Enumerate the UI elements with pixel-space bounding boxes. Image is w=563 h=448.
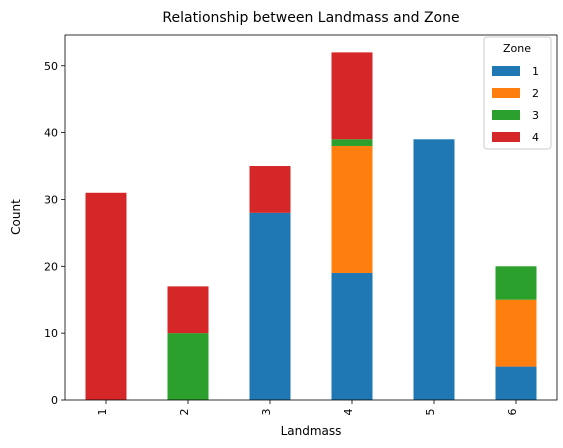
y-axis: 0 10 20 30 40 50: [44, 60, 65, 407]
bar-landmass-5-zone-1: [413, 139, 455, 401]
x-tick-label: 3: [260, 409, 273, 416]
legend-swatch: [492, 110, 520, 120]
bar-landmass-3-zone-4: [249, 166, 291, 213]
bar-landmass-2-zone-3: [167, 333, 209, 400]
legend-label: 1: [532, 65, 539, 78]
plot-frame: [64, 34, 558, 401]
legend: Zone 1 2 3 4: [483, 36, 552, 150]
legend-title: Zone: [503, 42, 531, 55]
x-axis-label: Landmass: [281, 424, 342, 438]
y-axis-label: Count: [9, 199, 23, 235]
bar-landmass-2-zone-4: [167, 286, 209, 334]
x-tick-label: 1: [96, 409, 109, 416]
chart-title: Relationship between Landmass and Zone: [162, 10, 459, 26]
bar-landmass-4-zone-4: [331, 52, 373, 140]
y-tick-label: 20: [44, 260, 58, 273]
x-axis: 1 2 3 4 5 6: [96, 400, 519, 416]
x-tick-label: 6: [506, 409, 519, 416]
bar-landmass-3-zone-1: [249, 212, 291, 400]
y-tick-label: 10: [44, 327, 58, 340]
y-tick-label: 30: [44, 193, 58, 206]
bars-layer: [85, 52, 537, 401]
bar-landmass-6-zone-3: [495, 266, 537, 300]
bar-landmass-4-zone-1: [331, 272, 373, 400]
bar-landmass-4-zone-2: [331, 145, 373, 273]
y-tick-label: 0: [51, 394, 58, 407]
y-tick-label: 40: [44, 127, 58, 140]
bar-landmass-1-zone-4: [85, 192, 127, 400]
legend-label: 2: [532, 87, 539, 100]
legend-label: 3: [532, 109, 539, 122]
bar-landmass-6-zone-2: [495, 299, 537, 367]
legend-label: 4: [532, 131, 539, 144]
bar-landmass-4-zone-3: [331, 139, 373, 146]
y-tick-label: 50: [44, 60, 58, 73]
legend-items: 1 2 3 4: [492, 65, 539, 144]
legend-swatch: [492, 66, 520, 76]
legend-swatch: [492, 132, 520, 142]
x-tick-label: 5: [424, 409, 437, 416]
x-tick-label: 2: [178, 409, 191, 416]
bar-landmass-6-zone-1: [495, 366, 537, 400]
legend-swatch: [492, 88, 520, 98]
x-tick-label: 4: [342, 409, 355, 416]
